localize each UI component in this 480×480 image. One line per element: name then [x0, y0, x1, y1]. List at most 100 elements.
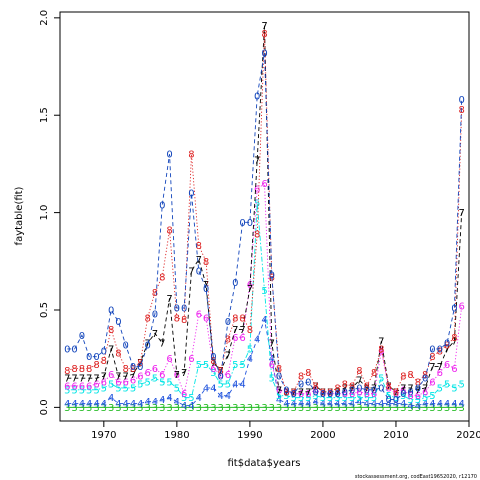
- series-8-point: 8: [451, 333, 457, 344]
- series-8-point: 8: [108, 325, 114, 336]
- series-8-point: 8: [130, 364, 136, 375]
- series-6-point: 6: [451, 364, 457, 375]
- series-6-point: 6: [166, 354, 172, 365]
- series-4-point: 4: [115, 399, 121, 410]
- series-4-point: 4: [196, 393, 202, 404]
- series-3-point: 3: [276, 403, 282, 414]
- series-6-point: 6: [239, 333, 245, 344]
- series-0-point: 0: [254, 91, 260, 102]
- series-8-point: 8: [115, 348, 121, 359]
- series-4-point: 4: [144, 397, 150, 408]
- series-4-point: 4: [254, 335, 260, 346]
- series-7-point: 7: [232, 325, 238, 336]
- series-0-point: 0: [86, 352, 92, 363]
- series-8-point: 8: [422, 370, 428, 381]
- series-4-point: 4: [247, 354, 253, 365]
- series-3-point: 3: [247, 403, 253, 414]
- x-axis: 1970 1980 1990 2000 2010 2020: [91, 420, 480, 441]
- series-7-point: 7: [291, 387, 297, 398]
- series-4-point: 4: [174, 397, 180, 408]
- series-5-point: 5: [144, 378, 150, 389]
- series-7-point: 7: [437, 362, 443, 373]
- series-8-point: 8: [123, 364, 129, 375]
- series-8-point: 8: [232, 313, 238, 324]
- series-3-point: 3: [225, 403, 231, 414]
- series-7-point: 7: [174, 370, 180, 381]
- series-8-point: 8: [378, 344, 384, 355]
- series-4-point: 4: [371, 399, 377, 410]
- series-5-point: 5: [451, 383, 457, 394]
- series-4-point: 4: [217, 391, 223, 402]
- series-5-point: 5: [437, 383, 443, 394]
- series-0-point: 0: [378, 383, 384, 394]
- series-0-point: 0: [429, 344, 435, 355]
- series-0-point: 0: [283, 385, 289, 396]
- x-tick-label: 1980: [164, 430, 189, 441]
- series-3-point: 3: [364, 403, 370, 414]
- series-4-point: 4: [356, 397, 362, 408]
- series-6-point: 6: [71, 381, 77, 392]
- series-3-point: 3: [93, 403, 99, 414]
- series-3-point: 3: [305, 403, 311, 414]
- series-6-point: 6: [459, 302, 465, 313]
- series-5-point: 5: [79, 385, 85, 396]
- series-3-point: 3: [378, 403, 384, 414]
- series-7-point: 7: [349, 383, 355, 394]
- series-5-point: 5: [93, 385, 99, 396]
- series-5-point: 5: [364, 393, 370, 404]
- series-0-point: 0: [217, 372, 223, 383]
- series-3-point: 3: [393, 403, 399, 414]
- series-5-point: 5: [261, 286, 267, 297]
- series-0-point: 0: [298, 380, 304, 391]
- x-axis-title: fit$data$years: [228, 458, 301, 469]
- series-0-point: 0: [349, 385, 355, 396]
- series-5-point: 5: [210, 368, 216, 379]
- series-6-point: 6: [320, 389, 326, 400]
- series-0-point: 0: [400, 389, 406, 400]
- series-3-point: 3: [422, 403, 428, 414]
- series-3-point: 3: [451, 403, 457, 414]
- x-tick-label: 2020: [456, 430, 480, 441]
- series-5-point: 5: [393, 393, 399, 404]
- series-7-point: 7: [276, 385, 282, 396]
- series-3-point: 3: [312, 403, 318, 414]
- series-4-point: 4: [385, 399, 391, 410]
- series-7-point: 7: [305, 387, 311, 398]
- series-8-point: 8: [79, 364, 85, 375]
- series-6-point: 6: [254, 185, 260, 196]
- series-8-point: 8: [283, 387, 289, 398]
- series-8-point: 8: [429, 352, 435, 363]
- series-8-point: 8: [364, 381, 370, 392]
- series-7-point: 7: [298, 387, 304, 398]
- series-3-point: 3: [459, 403, 465, 414]
- series-6-point: 6: [342, 389, 348, 400]
- series-4-point: 4: [159, 395, 165, 406]
- series-5-point: 5: [429, 391, 435, 402]
- series-4-point: 4: [334, 399, 340, 410]
- series-0-point: 0: [123, 341, 129, 352]
- series-7-point: 7: [152, 329, 158, 340]
- series-3-point: 3: [71, 403, 77, 414]
- series-7-point: 7: [108, 344, 114, 355]
- series-4-point: 4: [349, 399, 355, 410]
- series-3-point: 3: [385, 403, 391, 414]
- series-8-point: 8: [400, 372, 406, 383]
- series-7-point: 7: [93, 374, 99, 385]
- series-3-point: 3: [356, 403, 362, 414]
- series-3-point: 3: [159, 403, 165, 414]
- series-3-point: 3: [101, 403, 107, 414]
- series-4-point: 4: [181, 401, 187, 412]
- series-6-point: 6: [276, 385, 282, 396]
- series-5-point: 5: [247, 344, 253, 355]
- series-6-point: 6: [437, 368, 443, 379]
- series-3-point: 3: [349, 403, 355, 414]
- series-0-point: 0: [291, 389, 297, 400]
- series-4-point: 4: [232, 380, 238, 391]
- series-5-point: 5: [276, 391, 282, 402]
- series-4-point: 4: [93, 399, 99, 410]
- series-5-point: 5: [123, 383, 129, 394]
- series-0-point: 0: [261, 48, 267, 59]
- series-8-point: 8: [203, 257, 209, 268]
- series-6-point: 6: [123, 378, 129, 389]
